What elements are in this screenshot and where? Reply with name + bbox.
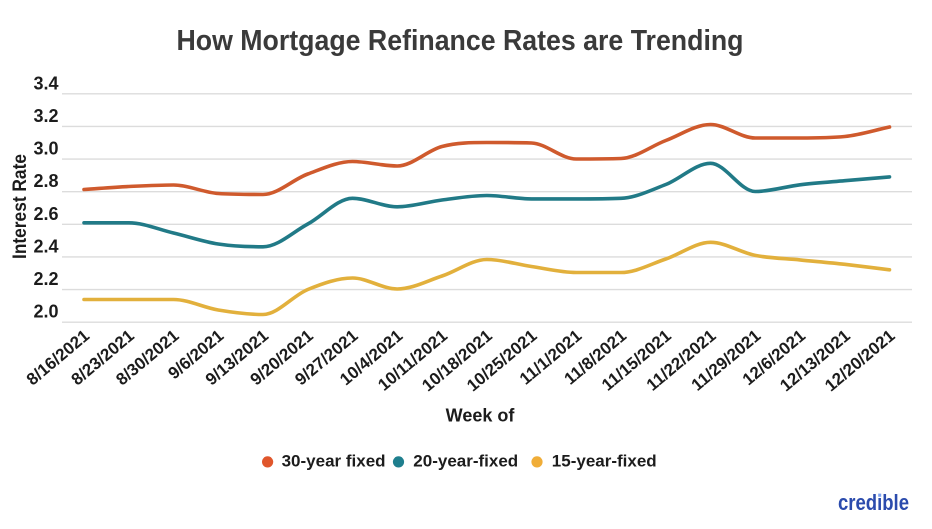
svg-text:2.2: 2.2 xyxy=(33,269,58,289)
svg-text:Week of: Week of xyxy=(446,406,516,426)
svg-text:2.4: 2.4 xyxy=(33,236,58,256)
svg-text:30-year fixed: 30-year fixed xyxy=(282,452,386,471)
svg-text:3.2: 3.2 xyxy=(33,106,58,126)
svg-text:20-year-fixed: 20-year-fixed xyxy=(413,452,518,471)
svg-text:credible: credible xyxy=(838,490,909,515)
svg-text:2.6: 2.6 xyxy=(33,204,58,224)
svg-text:2.8: 2.8 xyxy=(33,171,58,191)
svg-text:2.0: 2.0 xyxy=(33,302,58,322)
svg-text:3.4: 3.4 xyxy=(33,73,58,93)
svg-text:How Mortgage Refinance Rates a: How Mortgage Refinance Rates are Trendin… xyxy=(177,25,744,57)
svg-text:Interest Rate: Interest Rate xyxy=(10,154,31,259)
svg-text:15-year-fixed: 15-year-fixed xyxy=(552,452,657,471)
svg-text:3.0: 3.0 xyxy=(33,139,58,159)
